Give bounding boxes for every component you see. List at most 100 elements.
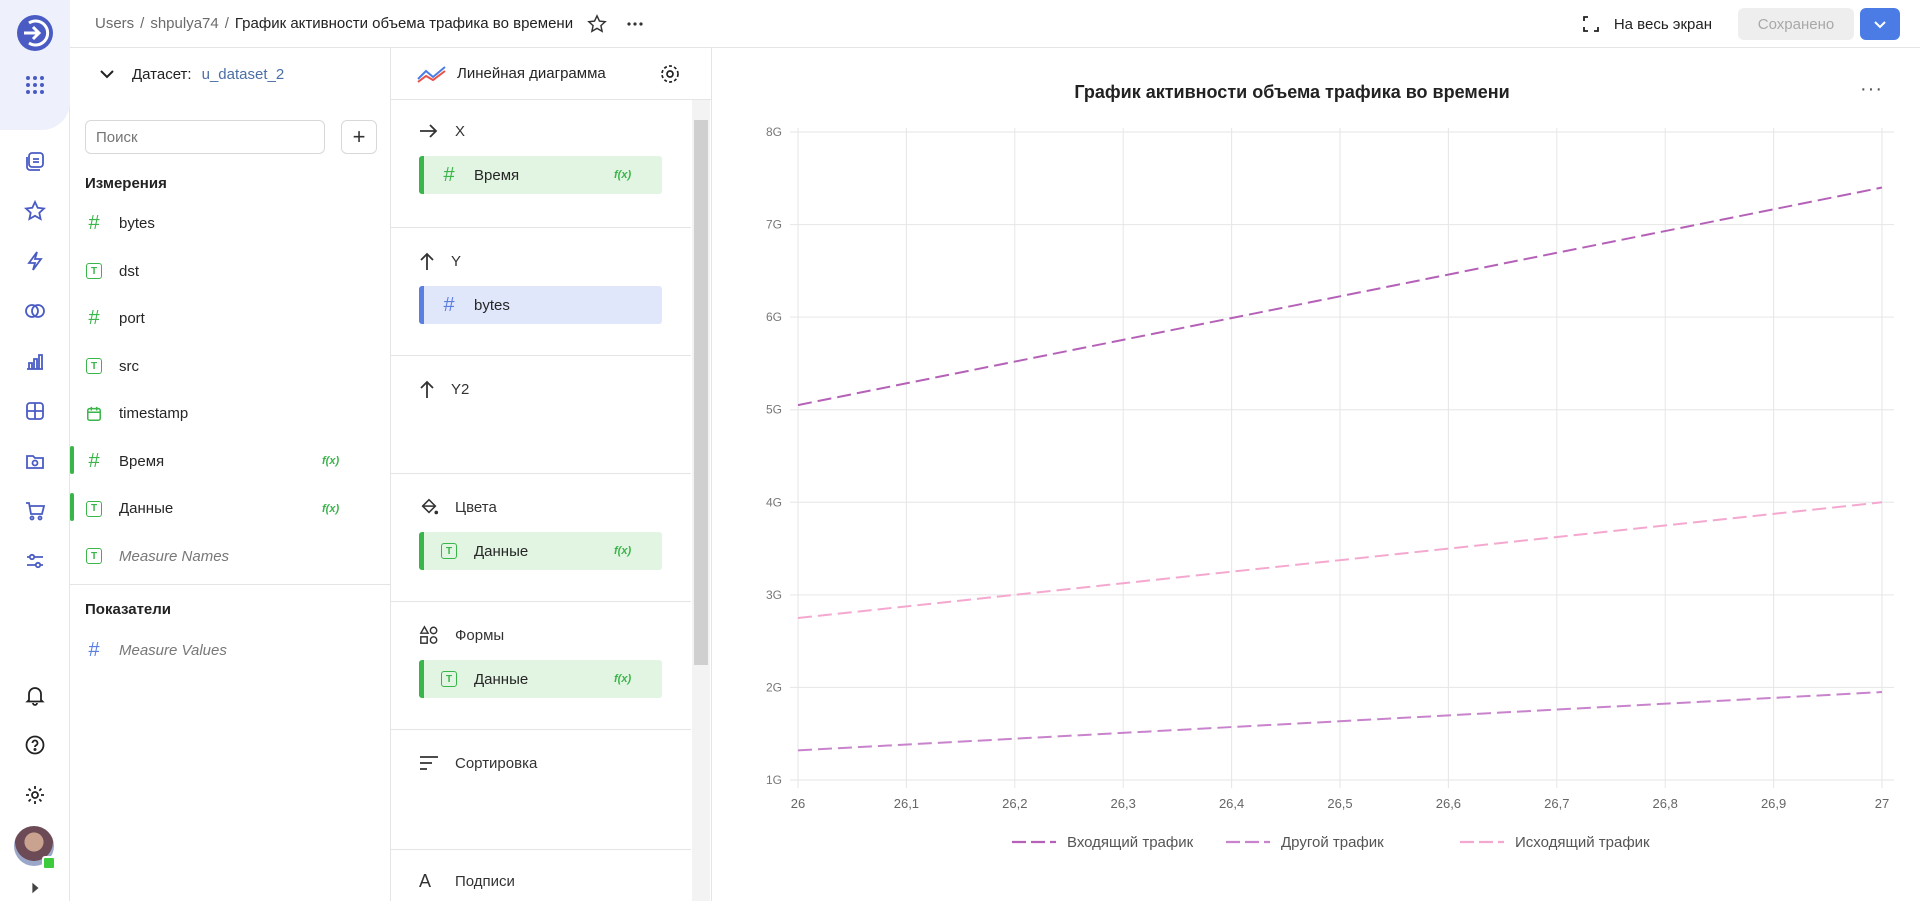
formula-icon: f(x) <box>322 455 340 468</box>
dashboards-icon[interactable] <box>22 398 48 424</box>
formula-icon: f(x) <box>614 673 632 685</box>
workbooks-icon[interactable] <box>22 448 48 474</box>
field-name: port <box>119 310 145 328</box>
chart-type-selector[interactable]: Линейная диаграмма <box>391 48 711 100</box>
add-field-button[interactable]: + <box>341 120 377 154</box>
y-tick-label: 5G <box>766 403 782 417</box>
collapse-chevron-icon[interactable] <box>98 65 116 83</box>
formula-icon: f(x) <box>614 545 632 557</box>
field-item[interactable]: T Данные f(x) <box>70 485 390 533</box>
save-options-dropdown[interactable] <box>1860 8 1900 40</box>
help-icon[interactable] <box>22 732 48 758</box>
x-tick-label: 26 <box>791 796 805 811</box>
calculated-field-marker <box>70 445 74 474</box>
formula-icon: f(x) <box>614 169 632 181</box>
series-line <box>797 501 1883 619</box>
favorites-star-icon[interactable] <box>22 198 48 224</box>
series-line <box>797 691 1883 752</box>
labels-icon: A <box>419 870 432 891</box>
navigation-rail <box>0 0 70 901</box>
breadcrumb-user[interactable]: shpulya74 <box>150 15 219 32</box>
notifications-bell-icon[interactable] <box>22 682 48 708</box>
field-item[interactable]: # bytes <box>70 200 390 248</box>
field-item[interactable]: # Время f(x) <box>70 438 390 486</box>
arrow-right-icon <box>420 124 438 138</box>
field-name: timestamp <box>119 405 189 423</box>
save-button[interactable]: Сохранено <box>1738 8 1854 40</box>
chart-settings-gear-icon[interactable] <box>659 63 681 85</box>
series-line <box>797 186 1883 407</box>
text-type-icon: T <box>440 543 458 559</box>
collections-icon[interactable] <box>22 148 48 174</box>
section-sort: Сортировка <box>391 730 691 850</box>
number-type-icon: # <box>88 307 100 330</box>
marketplace-cart-icon[interactable] <box>22 498 48 524</box>
x-tick-label: 26,9 <box>1761 796 1786 811</box>
avatar-status-badge <box>42 856 56 870</box>
number-type-icon: # <box>88 212 100 235</box>
y-tick-label: 7G <box>766 218 782 232</box>
y-field-pill[interactable]: # bytes <box>419 286 662 324</box>
field-name: Данные <box>119 500 174 518</box>
dataset-name-link[interactable]: u_dataset_2 <box>201 65 285 83</box>
calculated-field-marker <box>70 493 74 521</box>
legend-label: Исходящий трафик <box>1515 834 1650 851</box>
text-type-icon: T <box>86 263 102 280</box>
colors-field-pill[interactable]: T Данные f(x) <box>419 532 662 570</box>
field-name: Measure Names <box>119 547 230 565</box>
breadcrumb-current[interactable]: График активности объема трафика во врем… <box>234 15 574 32</box>
y-tick-label: 3G <box>766 588 782 602</box>
fullscreen-button[interactable]: На весь экран <box>1582 15 1712 33</box>
field-name: dst <box>119 262 140 280</box>
dimensions-title: Измерения <box>85 175 167 192</box>
y-tick-label: 6G <box>766 310 782 324</box>
x-tick-label: 26,3 <box>1111 796 1136 811</box>
number-type-icon: # <box>88 449 100 472</box>
number-type-icon: # <box>443 293 455 316</box>
field-name: Время <box>119 452 165 470</box>
section-sort-title: Сортировка <box>455 754 538 772</box>
field-item[interactable]: timestamp <box>70 390 390 438</box>
page-header: Users / shpulya74 / График активности об… <box>70 0 1920 48</box>
section-colors: Цвета T Данные f(x) <box>391 474 691 602</box>
datasets-icon[interactable] <box>22 298 48 324</box>
breadcrumb-root[interactable]: Users <box>95 15 135 32</box>
more-options-icon[interactable] <box>625 14 645 34</box>
datalens-logo-icon[interactable] <box>16 14 54 52</box>
favorite-star-icon[interactable] <box>587 13 607 34</box>
settings-sliders-icon[interactable] <box>22 548 48 574</box>
formula-icon: f(x) <box>322 502 340 515</box>
x-tick-label: 26,7 <box>1544 796 1569 811</box>
field-item[interactable]: T Measure Names <box>70 533 390 581</box>
field-item[interactable]: # port <box>70 295 390 343</box>
y-tick-label: 4G <box>766 495 782 509</box>
y-tick-label: 2G <box>766 680 782 694</box>
field-search-input[interactable] <box>85 120 325 154</box>
x-field-pill[interactable]: # Время f(x) <box>419 156 662 194</box>
chart-menu-icon[interactable]: ··· <box>1860 78 1883 100</box>
config-scrollbar-thumb[interactable] <box>694 120 708 665</box>
section-y-title: Y <box>451 252 462 270</box>
arrow-up-icon <box>420 380 434 398</box>
charts-icon[interactable] <box>22 348 48 374</box>
dataset-panel: Датасет: u_dataset_2 + Измерения # bytes T… <box>70 48 391 901</box>
expand-rail-icon[interactable] <box>22 880 48 896</box>
dataset-header[interactable]: Датасет: u_dataset_2 <box>70 48 390 100</box>
connections-bolt-icon[interactable] <box>22 248 48 274</box>
field-item[interactable]: # Measure Values <box>70 627 390 675</box>
settings-gear-icon[interactable] <box>22 782 48 808</box>
shapes-field-pill[interactable]: T Данные f(x) <box>419 660 662 698</box>
breadcrumb: Users / shpulya74 / График активности об… <box>95 15 574 32</box>
y-tick-label: 1G <box>766 773 782 787</box>
x-tick-label: 26,8 <box>1653 796 1678 811</box>
measures-title: Показатели <box>85 601 172 618</box>
apps-grid-icon[interactable] <box>22 72 48 98</box>
y-field-name: bytes <box>474 296 510 314</box>
x-tick-label: 26,2 <box>1002 796 1027 811</box>
section-shapes: Формы T Данные f(x) <box>391 602 691 730</box>
shapes-icon <box>419 625 438 644</box>
section-labels-title: Подписи <box>455 872 515 890</box>
section-x-title: X <box>455 122 466 140</box>
